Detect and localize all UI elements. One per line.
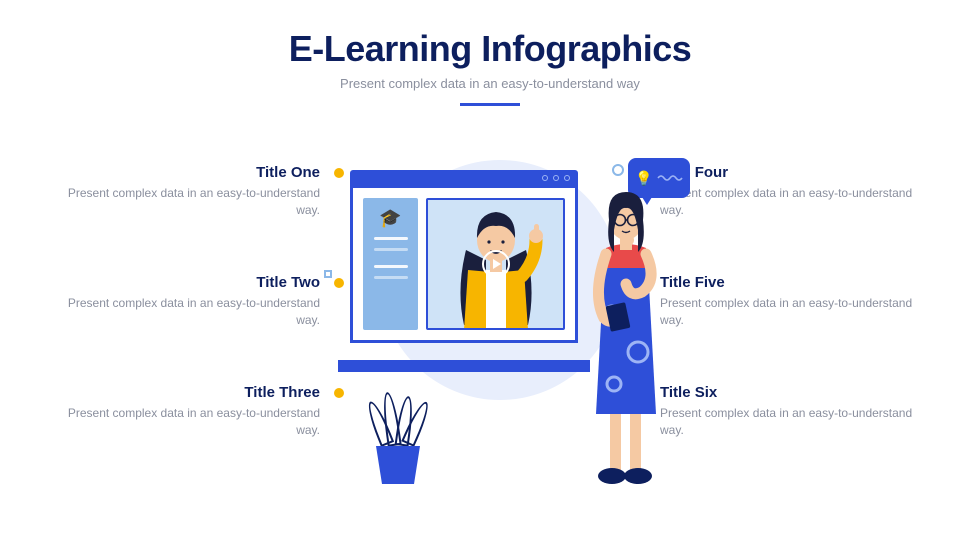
item-title: Title Three xyxy=(60,384,320,401)
graduation-cap-icon: 🎓 xyxy=(379,208,401,229)
sidebar-line xyxy=(374,237,408,240)
feature-item-four: Title Four Present complex data in an ea… xyxy=(660,164,920,220)
item-desc: Present complex data in an easy-to-under… xyxy=(60,295,320,330)
item-title: Title Four xyxy=(660,164,920,181)
title-underline xyxy=(460,103,520,106)
bullet-icon xyxy=(334,278,344,288)
deco-ring-icon xyxy=(612,164,624,176)
header: E-Learning Infographics Present complex … xyxy=(0,0,980,106)
sidebar-line xyxy=(374,276,408,279)
bullet-icon xyxy=(334,388,344,398)
bullet-icon xyxy=(334,168,344,178)
student-illustration xyxy=(584,184,670,488)
video-panel xyxy=(426,198,565,330)
page-subtitle: Present complex data in an easy-to-under… xyxy=(0,76,980,91)
feature-item-five: Title Five Present complex data in an ea… xyxy=(660,274,920,330)
play-icon xyxy=(482,250,510,278)
plant xyxy=(368,388,428,484)
wave-icon xyxy=(657,174,683,182)
item-desc: Present complex data in an easy-to-under… xyxy=(660,185,920,220)
item-desc: Present complex data in an easy-to-under… xyxy=(660,405,920,440)
sidebar-line xyxy=(374,248,408,251)
feature-item-one: Title One Present complex data in an eas… xyxy=(60,164,320,220)
feature-item-six: Title Six Present complex data in an eas… xyxy=(660,384,920,440)
item-desc: Present complex data in an easy-to-under… xyxy=(660,295,920,330)
deco-square-icon xyxy=(324,270,332,278)
content-area: Title One Present complex data in an eas… xyxy=(0,150,980,530)
item-desc: Present complex data in an easy-to-under… xyxy=(60,405,320,440)
center-illustration: 🎓 xyxy=(350,150,690,510)
monitor-body: 🎓 xyxy=(350,188,578,343)
right-column: Title Four Present complex data in an ea… xyxy=(660,164,920,493)
item-title: Title Five xyxy=(660,274,920,291)
item-title: Title Six xyxy=(660,384,920,401)
monitor-sidebar: 🎓 xyxy=(363,198,418,330)
item-title: Title One xyxy=(60,164,320,181)
monitor-titlebar xyxy=(350,170,578,188)
sidebar-line xyxy=(374,265,408,268)
feature-item-three: Title Three Present complex data in an e… xyxy=(60,384,320,440)
monitor: 🎓 xyxy=(350,170,578,343)
window-controls-icon xyxy=(542,175,570,181)
plant-pot xyxy=(373,446,423,484)
feature-item-two: Title Two Present complex data in an eas… xyxy=(60,274,320,330)
left-column: Title One Present complex data in an eas… xyxy=(60,164,320,493)
item-desc: Present complex data in an easy-to-under… xyxy=(60,185,320,220)
plant-leaves xyxy=(368,388,428,446)
page-title: E-Learning Infographics xyxy=(0,28,980,70)
desk xyxy=(338,360,590,372)
item-title: Title Two xyxy=(60,274,320,291)
